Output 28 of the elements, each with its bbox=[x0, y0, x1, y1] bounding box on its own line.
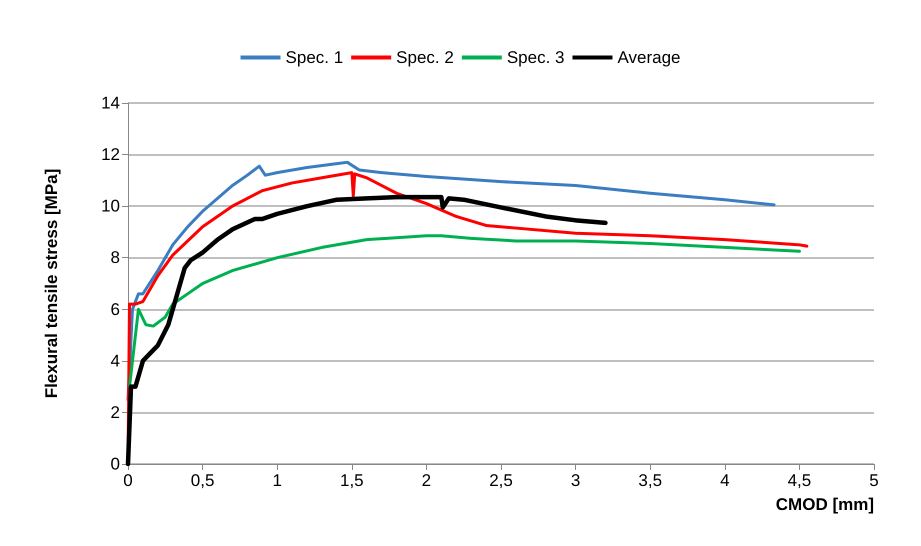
line-series bbox=[126, 194, 608, 466]
y-tick-label: 10 bbox=[101, 196, 120, 216]
y-tick-label: 6 bbox=[110, 300, 120, 319]
line-series bbox=[128, 234, 801, 388]
y-tick-label: 0 bbox=[110, 454, 120, 474]
x-tick-label: 3 bbox=[570, 471, 580, 490]
legend-label: Spec. 2 bbox=[396, 48, 454, 67]
x-tick-label: 0 bbox=[123, 471, 133, 490]
x-tick-label: 0,5 bbox=[190, 471, 214, 490]
legend-label: Average bbox=[617, 48, 680, 67]
legend-label: Spec. 3 bbox=[506, 48, 564, 67]
x-tick-label: 1 bbox=[272, 471, 282, 490]
line-series bbox=[126, 160, 776, 402]
x-tick-label: 2 bbox=[422, 471, 432, 490]
x-tick-label: 4 bbox=[720, 471, 730, 490]
x-tick-label: 1,5 bbox=[340, 471, 364, 490]
y-tick-label: 2 bbox=[110, 402, 120, 422]
x-tick-label: 5 bbox=[869, 471, 879, 490]
y-tick-label: 8 bbox=[110, 248, 120, 268]
x-axis-title: CMOD [mm] bbox=[776, 495, 874, 514]
y-tick-label: 12 bbox=[101, 145, 120, 164]
x-tick-label: 2,5 bbox=[489, 471, 513, 490]
x-tick-label: 3,5 bbox=[638, 471, 662, 490]
legend-label: Spec. 1 bbox=[286, 48, 344, 67]
y-tick-label: 4 bbox=[110, 351, 120, 370]
x-tick-label: 4,5 bbox=[788, 471, 812, 490]
y-tick-label: 14 bbox=[101, 94, 120, 112]
y-axis-title: Flexural tensile stress [MPa] bbox=[42, 168, 61, 398]
